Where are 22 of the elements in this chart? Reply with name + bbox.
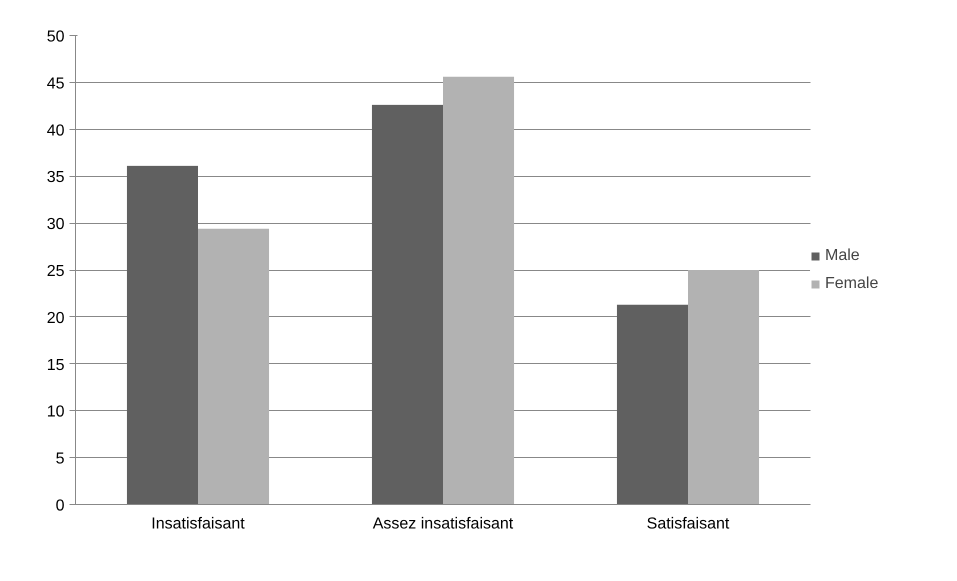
bar: [688, 270, 760, 504]
y-tick-label: 40: [46, 122, 65, 140]
bar: [443, 76, 514, 504]
bar: [372, 104, 443, 504]
y-tick-label: 0: [56, 498, 65, 514]
y-tick-label: 15: [46, 356, 65, 374]
y-tick-label: 45: [46, 75, 65, 92]
legend-label: Female: [825, 274, 878, 292]
x-tick-label: Insatisfaisant: [151, 516, 246, 532]
bar: [616, 304, 688, 504]
bar: [126, 166, 198, 504]
x-tick-label: Satisfaisant: [646, 516, 730, 532]
y-tick-label: 25: [46, 263, 65, 280]
y-tick-label: 50: [46, 28, 65, 46]
y-tick-label: 20: [46, 310, 65, 327]
y-tick-label: 35: [46, 169, 65, 186]
y-tick-label: 30: [46, 216, 65, 234]
legend-label: Male: [825, 246, 860, 264]
y-tick-label: 5: [56, 450, 65, 468]
x-tick-label: Assez insatisfaisant: [372, 516, 514, 532]
bar: [198, 228, 270, 504]
y-tick-label: 10: [46, 404, 65, 421]
